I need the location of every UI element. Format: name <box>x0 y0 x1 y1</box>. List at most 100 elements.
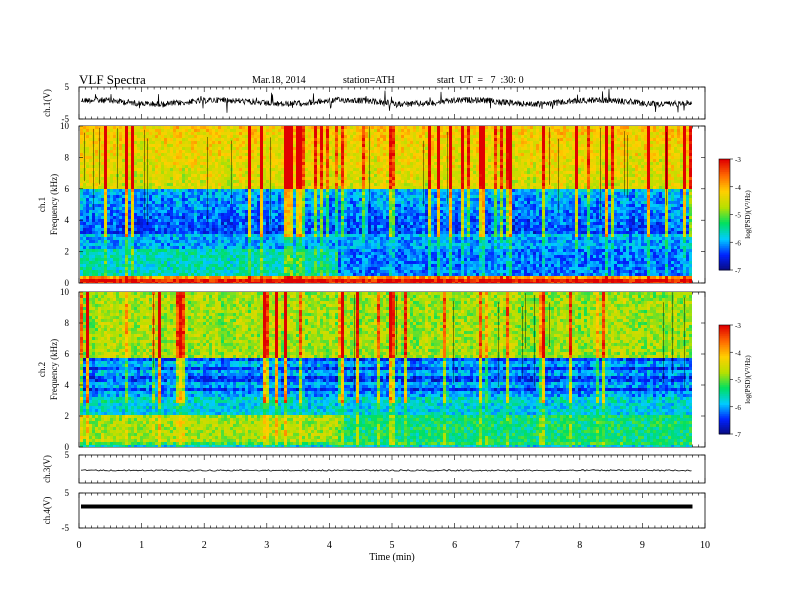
spectro-cell <box>224 252 227 255</box>
spectro-cell <box>308 246 311 249</box>
spectro-cell <box>272 279 275 282</box>
spectro-cell <box>80 186 83 189</box>
spectro-cell <box>101 243 104 246</box>
spectro-cell <box>146 129 149 132</box>
spectro-cell <box>272 195 275 198</box>
spectro-cell <box>275 201 278 204</box>
spectro-cell <box>257 153 260 156</box>
spectro-cell <box>293 252 296 255</box>
spectro-cell <box>248 135 251 138</box>
spectro-cell <box>119 267 122 270</box>
spectro-cell <box>257 156 260 159</box>
spectro-cell <box>308 138 311 141</box>
spectro-cell <box>170 261 173 264</box>
spectro-cell <box>236 210 239 213</box>
spectro-cell <box>113 135 116 138</box>
spectro-cell <box>158 234 161 237</box>
spectro-cell <box>269 126 272 129</box>
spectro-cell <box>278 252 281 255</box>
spectro-cell <box>278 177 281 180</box>
spectro-cell <box>200 261 203 264</box>
spectro-cell <box>113 234 116 237</box>
spectro-cell <box>272 276 275 279</box>
spectro-cell <box>101 129 104 132</box>
spectro-cell <box>302 222 305 225</box>
spectro-cell <box>194 162 197 165</box>
spectro-cell <box>164 144 167 147</box>
spectro-cell <box>314 153 317 156</box>
spectro-cell <box>152 129 155 132</box>
spectro-cell <box>119 171 122 174</box>
spectro-cell <box>155 195 158 198</box>
spectro-cell <box>152 276 155 279</box>
spectro-cell <box>296 201 299 204</box>
spectro-cell <box>242 159 245 162</box>
spectro-cell <box>128 210 131 213</box>
spectro-cell <box>302 276 305 279</box>
spectro-cell <box>116 216 119 219</box>
spectro-cell <box>167 180 170 183</box>
spectro-cell <box>236 174 239 177</box>
spectro-cell <box>221 183 224 186</box>
spectro-cell <box>287 225 290 228</box>
spectro-cell <box>224 201 227 204</box>
spectro-cell <box>80 147 83 150</box>
spectro-cell <box>86 255 89 258</box>
spectro-cell <box>278 213 281 216</box>
spectro-cell <box>212 162 215 165</box>
spectro-cell <box>185 183 188 186</box>
spectro-cell <box>200 159 203 162</box>
spectro-cell <box>101 234 104 237</box>
spectro-cell <box>308 255 311 258</box>
spectro-cell <box>284 228 287 231</box>
spectro-cell <box>152 171 155 174</box>
spectro-cell <box>179 282 182 283</box>
spectro-cell <box>140 192 143 195</box>
spectro-cell <box>257 240 260 243</box>
spectro-cell <box>182 204 185 207</box>
spectro-cell <box>278 204 281 207</box>
spectro-cell <box>125 171 128 174</box>
spectro-cell <box>155 273 158 276</box>
spectro-cell <box>104 222 107 225</box>
spectro-cell <box>116 219 119 222</box>
spectro-cell <box>236 198 239 201</box>
spectro-cell <box>263 255 266 258</box>
spectro-cell <box>248 177 251 180</box>
spectro-cell <box>281 255 284 258</box>
spectro-cell <box>98 204 101 207</box>
spectro-cell <box>302 252 305 255</box>
spectro-cell <box>293 180 296 183</box>
spectro-cell <box>173 213 176 216</box>
spectro-cell <box>140 225 143 228</box>
spectro-cell <box>101 264 104 267</box>
spectro-cell <box>122 246 125 249</box>
spectro-cell <box>251 234 254 237</box>
spectro-cell <box>110 249 113 252</box>
spectro-cell <box>251 261 254 264</box>
spectro-cell <box>152 153 155 156</box>
spectro-cell <box>227 171 230 174</box>
spectro-cell <box>164 273 167 276</box>
spectro-cell <box>221 159 224 162</box>
spectro-cell <box>86 243 89 246</box>
spectro-cell <box>194 156 197 159</box>
spectro-cell <box>149 192 152 195</box>
spectro-cell <box>311 261 314 264</box>
spectro-cell <box>89 276 92 279</box>
spectro-cell <box>170 168 173 171</box>
spectro-cell <box>308 159 311 162</box>
spectro-cell <box>122 162 125 165</box>
spectro-cell <box>125 180 128 183</box>
spectro-cell <box>182 156 185 159</box>
spectro-cell <box>221 237 224 240</box>
spectro-cell <box>197 258 200 261</box>
spectro-cell <box>137 195 140 198</box>
spectro-cell <box>131 150 134 153</box>
spectro-cell <box>263 252 266 255</box>
spectro-cell <box>164 279 167 282</box>
spectro-cell <box>200 231 203 234</box>
spectro-cell <box>269 267 272 270</box>
spectro-cell <box>83 126 86 129</box>
spectro-cell <box>86 225 89 228</box>
